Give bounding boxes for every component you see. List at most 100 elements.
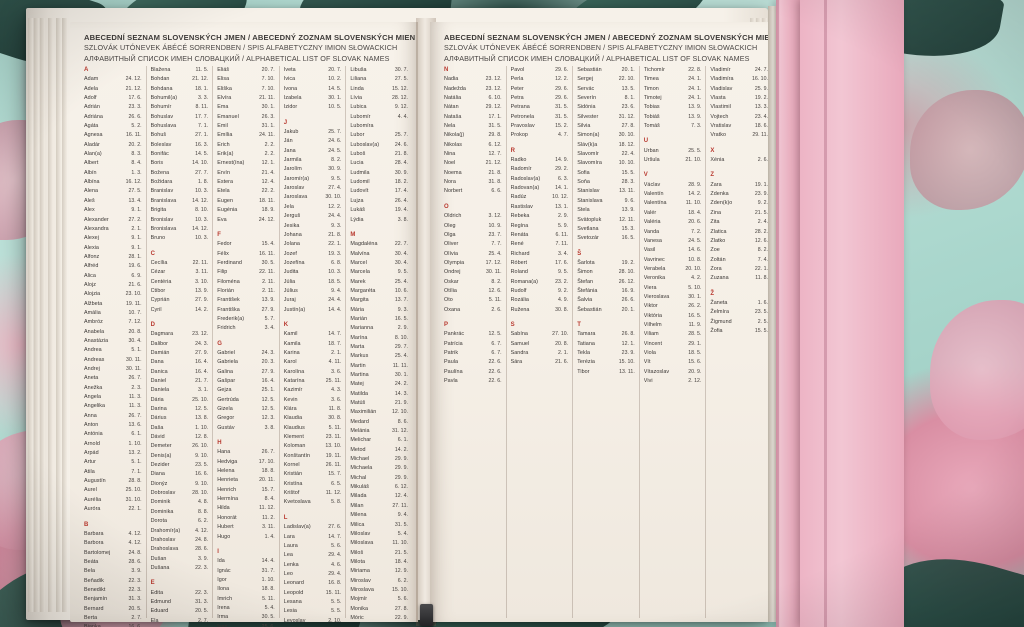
name-label: Milena — [350, 512, 367, 519]
name-label: Ludomil — [350, 179, 370, 186]
name-label: Klára — [283, 406, 297, 413]
name-label: Libuša — [350, 67, 367, 73]
name-label: Centéria — [150, 278, 172, 285]
name-day-date: 13. 5. — [621, 85, 635, 92]
name-day-date: 26. 7. — [261, 449, 275, 456]
name-day-date: 4. 11. — [328, 359, 342, 366]
name-day-date: 28. 10. — [618, 269, 635, 276]
section-letter-heading: D — [150, 321, 155, 328]
name-label: Aurélia — [84, 496, 102, 503]
ribbon-bookmark-outer[interactable] — [800, 0, 904, 627]
name-day-date: 29. 12. — [485, 104, 502, 111]
name-day-date: 19. 2. — [621, 259, 635, 266]
name-label: Ilona — [217, 586, 230, 593]
page-left[interactable]: ABECEDNÍ SEZNAM SLOVENSKÝCH JMEN / ABECE… — [70, 22, 418, 627]
section-letter-heading: N — [444, 67, 449, 73]
name-day-date: 15. 11. — [325, 589, 342, 596]
name-entry-row: Urban 25. 5. — [644, 147, 702, 156]
name-label: Dávid — [150, 434, 165, 441]
name-label: Richard — [510, 250, 530, 257]
name-day-date: 19. 1. — [754, 181, 768, 188]
name-label: Dagmara — [150, 331, 174, 338]
name-day-date: 12. 4. — [394, 493, 408, 500]
name-entry-row: Hana 26. 7. — [217, 448, 275, 457]
elastic-closure-clasp[interactable] — [420, 604, 433, 626]
name-entry-row: Bonifác 14. 5. — [151, 150, 209, 159]
name-entry-row: Linda 15. 12. — [350, 85, 408, 94]
name-label: Dezider — [150, 462, 170, 469]
name-day-date: 29. 6. — [555, 85, 569, 92]
name-day-date: 8. 11. — [195, 104, 209, 111]
name-day-date: 14. 1. — [555, 185, 569, 192]
name-entry-row: Michaela 29. 9. — [350, 464, 408, 473]
section-letter-heading: Š — [577, 250, 582, 257]
name-day-date: 10. 3. — [195, 216, 209, 223]
name-entry-row: Marta 29. 7. — [350, 343, 408, 352]
ribbon-bookmark-inner[interactable] — [776, 0, 800, 627]
name-day-date: 23. 5. — [754, 309, 768, 316]
name-day-date: 22. 3. — [195, 589, 209, 596]
name-day-date: 16. 4. — [261, 378, 275, 384]
name-entry-row: Aneta 26. 7. — [84, 374, 142, 383]
name-label: Pravoslav — [510, 123, 535, 130]
name-label: Karol — [283, 359, 297, 366]
name-day-date: 2. 7. — [197, 617, 209, 624]
name-label: Sidónia — [577, 104, 596, 111]
name-label: Hilda — [217, 505, 230, 512]
header-line-hungarian-polish: SZLOVÁK UTÓNEVEK ÁBÉCÉ SORRENDBEN / SPIS… — [444, 43, 758, 52]
name-entry-row: Angela 11. 3. — [84, 393, 142, 402]
name-label: Miroslav — [350, 577, 371, 584]
name-label: Filip — [217, 269, 228, 276]
name-label: Václav — [643, 181, 661, 188]
name-label: Leonard — [283, 580, 304, 587]
header-line-czech-slovak: ABECEDNÍ SEZNAM SLOVENSKÝCH JMEN / ABECE… — [444, 33, 776, 42]
name-entry-row: Alexia 9. 1. — [84, 244, 142, 253]
name-label: Jana — [283, 147, 296, 154]
name-entry-row: Nataša 17. 1. — [444, 113, 502, 122]
name-entry-row: Luboš 21. 8. — [350, 150, 408, 159]
name-entry-row: Ján 24. 6. — [284, 137, 342, 146]
name-label: Henrieta — [217, 477, 238, 484]
name-entry-row: Alan(a) 8. 3. — [84, 150, 142, 159]
name-entry-row: Hedviga 17. 10. — [217, 458, 275, 467]
name-entry-row: Libuša 30. 7. — [350, 66, 408, 75]
name-entry-row: Henrieta 20. 11. — [217, 476, 275, 485]
name-label: Dana — [150, 359, 164, 366]
name-day-date: 27. 9. — [261, 306, 275, 313]
name-day-date: 18. 11. — [259, 197, 275, 204]
name-label: Kevin — [283, 396, 298, 403]
name-label: Medard — [350, 418, 369, 425]
section-letter-heading: V — [643, 172, 648, 179]
name-entry-row: Daniel 21. 7. — [151, 377, 209, 386]
name-entry-row: Matúš 21. 9. — [350, 399, 408, 408]
name-day-date: 13. 3. — [754, 104, 768, 111]
page-right[interactable]: ABECEDNÍ SEZNAM SLOVENSKÝCH JMEN / ABECE… — [430, 22, 778, 622]
name-label: Boleslav — [150, 141, 172, 148]
name-entry-row: Prokop 4. 7. — [511, 131, 569, 140]
name-label: Ivan — [217, 623, 228, 627]
name-label: Vanda — [643, 228, 660, 235]
name-label: Zara — [710, 181, 722, 188]
name-label: Alžbeta — [84, 300, 103, 307]
name-day-date: 24. 6. — [394, 141, 408, 148]
name-entry-row: Kamila 18. 7. — [284, 340, 342, 349]
name-label: Sebastián — [577, 67, 602, 73]
name-entry-row: Sebastián 20. 1. — [577, 66, 635, 75]
name-day-date: 31. 5. — [488, 123, 502, 130]
name-entry-row: Mária 9. 3. — [350, 306, 408, 315]
name-day-date: 20. 6. — [688, 219, 702, 226]
section-letter-heading: H — [217, 440, 222, 447]
name-day-date: 6. 1. — [131, 431, 142, 438]
name-day-date: 6. 12. — [488, 141, 502, 148]
name-day-date: 27. 10. — [552, 331, 569, 338]
name-label: Beňadik — [84, 577, 104, 584]
name-label: Noel — [444, 160, 456, 167]
name-entry-row: Arpád 13. 2. — [84, 449, 142, 458]
name-day-date: 14. 3. — [394, 390, 408, 397]
name-entry-row: Dária 25. 10. — [151, 396, 209, 405]
name-label: Marcela — [350, 269, 370, 276]
name-label: Melichar — [350, 437, 372, 444]
name-day-date: 25. 11. — [325, 378, 342, 384]
name-entry-row: Alfréd 19. 6. — [84, 262, 142, 271]
name-label: Markus — [350, 353, 369, 360]
